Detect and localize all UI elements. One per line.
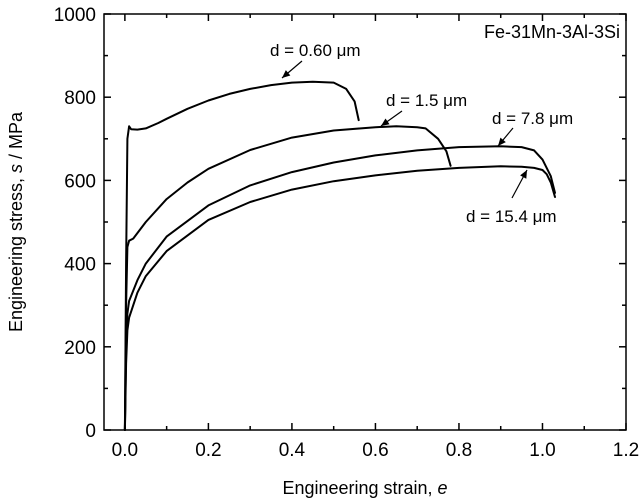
x-tick-label: 0.4 (279, 440, 306, 461)
x-axis-title-prefix: Engineering strain, (282, 478, 437, 498)
y-tick-label: 0 (85, 421, 96, 442)
y-tick-label: 400 (64, 255, 96, 276)
x-tick-label: 0.2 (195, 440, 221, 461)
y-tick-label: 200 (64, 338, 96, 359)
arrow-head-2 (381, 118, 390, 126)
arrow-head-1 (282, 70, 291, 78)
x-tick-label: 0.8 (446, 440, 472, 461)
curve-label-1: d = 0.60 μm (270, 41, 361, 60)
y-axis-title-symbol: s (6, 164, 26, 173)
curve-series-1 (123, 80, 360, 431)
x-axis-title: Engineering strain, e (282, 478, 447, 498)
curve-label-3: d = 7.8 μm (492, 109, 573, 128)
x-tick-label: 1.2 (613, 440, 639, 461)
y-axis-title-suffix: / MPa (6, 111, 26, 164)
curve-label-2: d = 1.5 μm (386, 91, 467, 110)
arrow-head-4 (520, 170, 527, 179)
x-tick-label: 1.0 (529, 440, 555, 461)
alloy-label: Fe-31Mn-3Al-3Si (484, 22, 620, 42)
stress-strain-curves (123, 80, 556, 431)
curve-label-4: d = 15.4 μm (466, 207, 557, 226)
y-tick-label: 600 (64, 171, 96, 192)
x-axis-ticks: 0.0 0.2 0.4 0.6 0.8 1.0 1.2 (112, 14, 639, 461)
x-tick-label: 0.0 (112, 440, 138, 461)
y-axis-ticks: 0 200 400 600 800 1000 (54, 5, 626, 442)
curve-series-2 (123, 125, 452, 431)
curve-series-3 (123, 145, 556, 431)
y-tick-label: 1000 (54, 5, 96, 26)
curve-annotations: d = 0.60 μm d = 1.5 μm d = 7.8 μm d = 15.4 … (270, 41, 573, 226)
x-axis-title-symbol: e (438, 478, 448, 498)
y-axis-title-prefix: Engineering stress, (6, 173, 26, 332)
arrow-head-3 (498, 137, 506, 146)
y-axis-title: Engineering stress, s / MPa (6, 111, 26, 332)
curve-series-4 (123, 165, 556, 431)
y-tick-label: 800 (64, 88, 96, 109)
x-tick-label: 0.6 (362, 440, 388, 461)
